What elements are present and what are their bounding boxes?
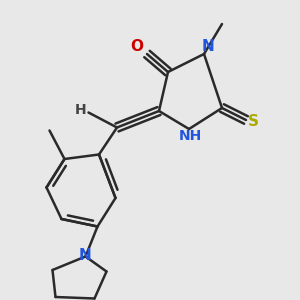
Text: S: S [248, 114, 259, 129]
Text: H: H [75, 103, 86, 117]
Text: NH: NH [179, 130, 202, 143]
Text: N: N [79, 248, 92, 263]
Text: O: O [130, 39, 143, 54]
Text: N: N [202, 39, 215, 54]
